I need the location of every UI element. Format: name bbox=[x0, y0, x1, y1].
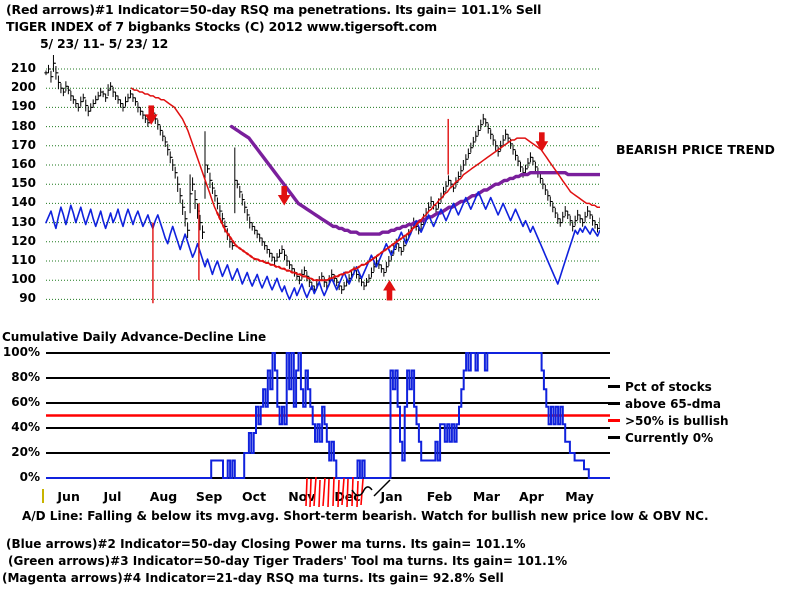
price-y-tick: 90 bbox=[19, 291, 36, 306]
header-line-indicator1: (Red arrows)#1 Indicator=50-day RSQ ma p… bbox=[6, 2, 542, 17]
price-y-tick: 140 bbox=[10, 195, 36, 210]
month-label-mar: Mar bbox=[472, 489, 500, 504]
legend-dash-bullish bbox=[608, 419, 620, 422]
legend-label-2: >50% is bullish bbox=[625, 413, 729, 428]
ad-y-tick: 20% bbox=[11, 445, 40, 459]
axis-origin-tick bbox=[42, 489, 44, 503]
ad-line-status-note: A/D Line: Falling & below its mvg.avg. S… bbox=[22, 509, 709, 523]
price-y-tick: 200 bbox=[10, 80, 36, 95]
price-y-tick: 160 bbox=[10, 157, 36, 171]
header-line-daterange: 5/ 23/ 11- 5/ 23/ 12 bbox=[40, 36, 169, 51]
cumulative-ad-line-title: Cumulative Daily Advance-Decline Line bbox=[2, 330, 267, 344]
footer-line-indicator4: (Magenta arrows)#4 Indicator=21-day RSQ … bbox=[2, 571, 504, 585]
handdrawn-scribble bbox=[305, 476, 391, 508]
ad-y-tick: 40% bbox=[11, 420, 40, 434]
ad-chart-svg bbox=[46, 352, 610, 479]
month-label-may: May bbox=[565, 489, 594, 504]
price-y-tick: 110 bbox=[10, 253, 36, 267]
footer-line-indicator3: (Green arrows)#3 Indicator=50-day Tiger … bbox=[8, 554, 568, 568]
ad-y-tick: 100% bbox=[2, 345, 40, 359]
month-label-aug: Aug bbox=[149, 489, 178, 504]
month-label-apr: Apr bbox=[519, 489, 544, 504]
price-chart-svg bbox=[44, 55, 600, 304]
bearish-price-trend-label: BEARISH PRICE TREND bbox=[616, 142, 775, 157]
legend-dash-3 bbox=[608, 436, 620, 439]
price-y-tick: 180 bbox=[10, 118, 36, 133]
month-label-jun: Jun bbox=[57, 489, 80, 504]
month-label-nov: Nov bbox=[288, 489, 316, 504]
header-line-title: TIGER INDEX of 7 bigbanks Stocks (C) 201… bbox=[6, 19, 437, 34]
ad-y-tick: 0% bbox=[19, 470, 40, 484]
month-label-jan: Jan bbox=[380, 489, 403, 504]
price-y-tick: 120 bbox=[10, 233, 36, 248]
month-label-feb: Feb bbox=[426, 489, 453, 504]
month-axis: Jun Jul Aug Sep Oct Nov Dec Jan Feb Mar Apr May bbox=[0, 489, 610, 507]
price-y-tick: 170 bbox=[10, 137, 36, 152]
price-chart-panel bbox=[0, 55, 600, 325]
legend-label-3: Currently 0% bbox=[625, 430, 714, 445]
month-label-jul: Jul bbox=[103, 489, 122, 504]
month-label-oct: Oct bbox=[242, 489, 267, 504]
ad-chart-panel bbox=[0, 345, 610, 485]
price-y-tick: 150 bbox=[10, 176, 36, 191]
legend-label-0: Pct of stocks bbox=[625, 379, 712, 394]
pct-stocks-legend: Pct of stocks above 65-dma >50% is bulli… bbox=[608, 378, 729, 446]
ad-y-tick: 80% bbox=[11, 370, 40, 384]
legend-dash-1 bbox=[608, 385, 620, 388]
price-y-tick: 210 bbox=[10, 61, 36, 75]
price-y-tick: 130 bbox=[10, 214, 36, 229]
legend-label-1: above 65-dma bbox=[625, 396, 721, 411]
footer-line-indicator2: (Blue arrows)#2 Indicator=50-day Closing… bbox=[6, 537, 526, 551]
legend-dash-2 bbox=[608, 402, 620, 405]
price-y-tick: 100 bbox=[10, 272, 36, 287]
price-y-tick: 190 bbox=[10, 99, 36, 114]
ad-y-tick: 60% bbox=[11, 395, 40, 409]
month-label-sep: Sep bbox=[195, 489, 223, 504]
